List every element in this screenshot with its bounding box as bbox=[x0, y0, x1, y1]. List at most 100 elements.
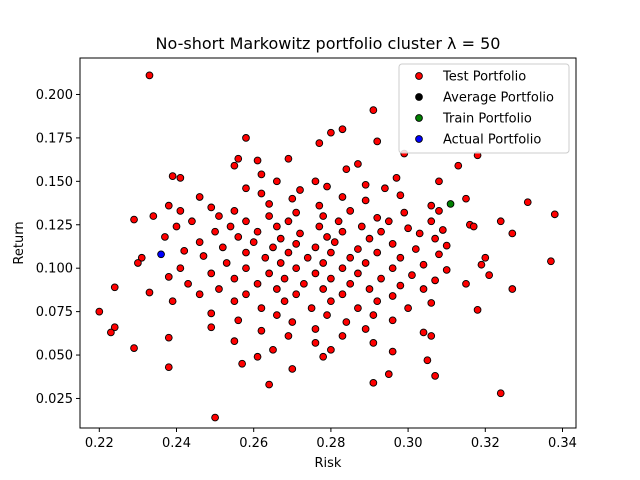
point-series-0 bbox=[288, 365, 297, 373]
legend-marker bbox=[415, 93, 423, 101]
point-series-0 bbox=[361, 325, 370, 333]
point-series-0 bbox=[284, 217, 293, 226]
point-series-0 bbox=[230, 337, 239, 345]
point-series-0 bbox=[319, 352, 328, 361]
point-series-2 bbox=[446, 200, 455, 208]
point-series-0 bbox=[164, 363, 173, 372]
point-series-0 bbox=[257, 304, 266, 312]
point-series-0 bbox=[315, 222, 324, 231]
point-series-0 bbox=[230, 161, 239, 170]
point-series-0 bbox=[288, 318, 297, 326]
point-series-0 bbox=[164, 201, 173, 210]
point-series-0 bbox=[107, 328, 115, 337]
point-series-0 bbox=[168, 297, 177, 306]
point-series-0 bbox=[408, 271, 416, 279]
point-series-0 bbox=[342, 165, 351, 174]
point-series-0 bbox=[284, 332, 293, 340]
x-axis-label: Risk bbox=[315, 456, 342, 471]
point-series-0 bbox=[369, 106, 378, 114]
point-series-0 bbox=[411, 245, 420, 253]
point-series-0 bbox=[454, 161, 463, 170]
point-series-0 bbox=[242, 134, 250, 142]
point-series-0 bbox=[284, 248, 293, 257]
point-series-0 bbox=[346, 253, 355, 262]
point-series-0 bbox=[354, 304, 362, 312]
point-series-0 bbox=[265, 380, 273, 389]
point-series-0 bbox=[377, 227, 385, 236]
point-series-0 bbox=[242, 217, 250, 226]
point-series-0 bbox=[431, 372, 439, 380]
point-series-0 bbox=[361, 180, 370, 189]
point-series-0 bbox=[315, 139, 324, 147]
point-series-0 bbox=[253, 279, 262, 288]
point-series-0 bbox=[392, 174, 401, 182]
point-series-0 bbox=[180, 246, 189, 255]
point-series-0 bbox=[388, 316, 397, 325]
point-series-0 bbox=[438, 226, 447, 234]
point-series-0 bbox=[369, 339, 378, 347]
point-series-0 bbox=[207, 309, 216, 318]
point-series-0 bbox=[311, 325, 320, 333]
legend-marker bbox=[415, 114, 423, 122]
point-series-0 bbox=[404, 224, 412, 233]
point-series-0 bbox=[242, 248, 250, 257]
point-series-0 bbox=[269, 345, 277, 354]
point-series-0 bbox=[292, 208, 301, 217]
point-series-0 bbox=[400, 208, 409, 217]
point-series-0 bbox=[222, 259, 231, 267]
y-axis: 0.025 0.050 0.075 0.100 0.125 0.150 0.175 0.200 bbox=[36, 88, 80, 407]
point-series-0 bbox=[396, 281, 405, 290]
point-series-0 bbox=[485, 271, 494, 279]
point-series-0 bbox=[427, 201, 436, 210]
point-series-0 bbox=[253, 156, 262, 165]
x-tick-label: 0.22 bbox=[85, 436, 114, 451]
point-series-0 bbox=[265, 212, 273, 220]
x-tick-label: 0.32 bbox=[471, 436, 500, 451]
point-series-0 bbox=[207, 323, 216, 332]
point-series-0 bbox=[164, 273, 173, 281]
point-series-0 bbox=[323, 182, 331, 191]
point-series-0 bbox=[357, 222, 366, 231]
point-series-0 bbox=[311, 177, 320, 186]
point-series-0 bbox=[249, 238, 258, 246]
point-series-0 bbox=[257, 170, 266, 179]
point-series-0 bbox=[276, 259, 285, 267]
point-series-0 bbox=[496, 389, 505, 398]
point-series-0 bbox=[373, 137, 382, 146]
point-series-0 bbox=[338, 264, 347, 273]
point-series-0 bbox=[396, 253, 405, 262]
point-series-0 bbox=[323, 233, 331, 241]
point-series-0 bbox=[280, 274, 289, 283]
point-series-0 bbox=[238, 359, 246, 368]
point-series-0 bbox=[327, 297, 335, 306]
point-series-0 bbox=[195, 290, 204, 299]
point-series-0 bbox=[330, 238, 339, 246]
point-series-0 bbox=[130, 215, 138, 224]
point-series-0 bbox=[176, 264, 185, 273]
y-tick-label: 0.175 bbox=[36, 131, 73, 146]
point-series-0 bbox=[481, 253, 490, 262]
point-series-0 bbox=[195, 193, 204, 201]
point-series-0 bbox=[427, 332, 436, 340]
point-series-0 bbox=[419, 328, 428, 337]
legend-label: Average Portfolio bbox=[443, 91, 554, 106]
y-tick-label: 0.100 bbox=[36, 262, 73, 277]
point-series-0 bbox=[137, 253, 146, 262]
point-series-0 bbox=[462, 194, 470, 203]
point-series-0 bbox=[265, 200, 273, 208]
point-series-0 bbox=[303, 253, 312, 262]
point-series-0 bbox=[269, 243, 277, 252]
point-series-0 bbox=[292, 264, 301, 273]
point-series-3 bbox=[157, 250, 165, 259]
point-series-0 bbox=[388, 264, 397, 273]
point-series-0 bbox=[354, 160, 362, 168]
point-series-0 bbox=[369, 378, 378, 387]
y-axis-label: Return bbox=[12, 221, 27, 264]
point-series-0 bbox=[469, 222, 478, 231]
point-series-0 bbox=[145, 71, 154, 80]
point-series-0 bbox=[242, 264, 250, 273]
point-series-0 bbox=[230, 297, 239, 306]
point-series-0 bbox=[323, 311, 331, 319]
point-series-0 bbox=[215, 212, 223, 220]
x-tick-label: 0.24 bbox=[162, 436, 191, 451]
